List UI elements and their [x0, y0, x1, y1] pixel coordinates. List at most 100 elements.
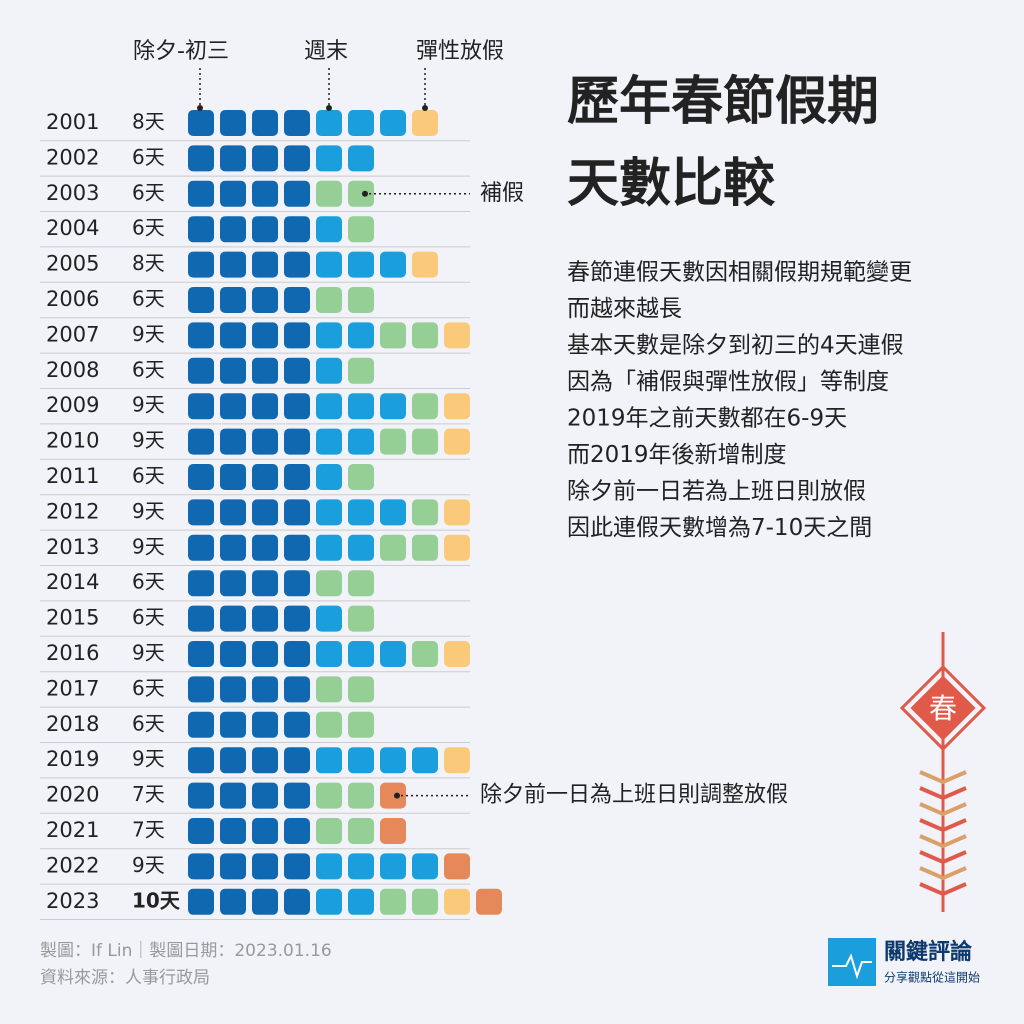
day-square: [412, 428, 438, 455]
day-square: [284, 853, 310, 880]
day-square: [188, 428, 214, 455]
total-days: 9天: [132, 322, 165, 346]
firecracker: [919, 850, 967, 865]
firecracker: [919, 882, 967, 897]
leader-dot: [422, 105, 428, 111]
annotation: 除夕前一日為上班日則調整放假: [480, 783, 788, 808]
legend-label: 除夕-初三: [133, 39, 229, 64]
day-square: [316, 534, 342, 561]
day-square: [316, 322, 342, 349]
day-square: [380, 641, 406, 667]
day-square: [188, 287, 214, 313]
day-square: [444, 888, 470, 915]
day-square: [188, 676, 214, 703]
day-square: [348, 818, 374, 844]
firecrackers: [919, 770, 967, 897]
day-square: [348, 322, 374, 349]
day-square: [188, 782, 214, 809]
day-group: [316, 605, 342, 632]
day-square: [220, 322, 246, 349]
day-square: [188, 499, 214, 526]
day-square: [252, 145, 278, 172]
day-square: [220, 747, 246, 774]
day-square: [316, 464, 342, 490]
day-square: [348, 357, 374, 384]
total-days: 6天: [132, 570, 165, 594]
day-square: [220, 216, 246, 243]
day-square: [220, 251, 246, 278]
day-square: [348, 110, 374, 136]
day-square: [188, 888, 214, 915]
day-group: [316, 464, 342, 490]
firecracker: [919, 866, 967, 881]
day-square: [252, 605, 278, 632]
day-square: [188, 216, 214, 243]
day-square: [252, 357, 278, 384]
day-square: [380, 251, 406, 278]
total-days: 6天: [132, 605, 165, 629]
day-group: [476, 888, 502, 915]
year-label: 2014: [46, 570, 99, 594]
day-square: [188, 534, 214, 561]
day-group: [188, 711, 310, 738]
day-square: [188, 251, 214, 278]
day-group: [316, 393, 406, 420]
year-label: 2012: [46, 499, 99, 523]
day-square: [220, 287, 246, 313]
day-square: [188, 641, 214, 667]
day-group: [444, 853, 470, 880]
day-square: [220, 110, 246, 136]
day-square: [316, 888, 342, 915]
day-square: [412, 251, 438, 278]
day-square: [284, 641, 310, 667]
ornament-diamond: [910, 675, 976, 741]
day-square: [316, 251, 342, 278]
day-square: [444, 322, 470, 349]
day-group: [316, 145, 374, 172]
total-days: 6天: [132, 287, 165, 311]
day-square: [220, 782, 246, 809]
day-group: [348, 605, 374, 632]
day-square: [220, 393, 246, 420]
day-square: [348, 393, 374, 420]
year-label: 2022: [46, 853, 99, 877]
day-group: [188, 464, 310, 490]
day-group: [412, 251, 438, 278]
day-group: [188, 322, 310, 349]
description-line: 因為「補假與彈性放假」等制度: [567, 369, 889, 395]
description-line: 而2019年後新增制度: [567, 442, 787, 468]
day-square: [188, 145, 214, 172]
firecracker: [919, 834, 967, 849]
day-square: [284, 251, 310, 278]
day-square: [252, 393, 278, 420]
ornament-text: 春: [929, 692, 957, 725]
day-group: [188, 287, 310, 313]
total-days: 10天: [132, 888, 181, 912]
day-group: [444, 888, 470, 915]
total-days: 9天: [132, 641, 165, 665]
day-group: [188, 853, 310, 880]
day-square: [316, 570, 342, 597]
day-group: [444, 428, 470, 455]
day-group: [380, 782, 406, 809]
day-square: [188, 818, 214, 844]
title: 天數比較: [567, 154, 776, 214]
day-group: [188, 180, 310, 207]
day-square: [252, 499, 278, 526]
day-square: [220, 534, 246, 561]
total-days: 6天: [132, 216, 165, 240]
day-square: [348, 251, 374, 278]
day-square: [348, 534, 374, 561]
year-label: 2011: [46, 464, 99, 488]
day-square: [348, 605, 374, 632]
leader-dot: [362, 190, 368, 197]
year-label: 2008: [46, 358, 99, 382]
day-group: [444, 499, 470, 526]
day-square: [412, 534, 438, 561]
day-square: [316, 145, 342, 172]
day-square: [284, 782, 310, 809]
day-square: [348, 853, 374, 880]
firecracker: [919, 770, 967, 785]
day-square: [220, 888, 246, 915]
day-square: [252, 711, 278, 738]
